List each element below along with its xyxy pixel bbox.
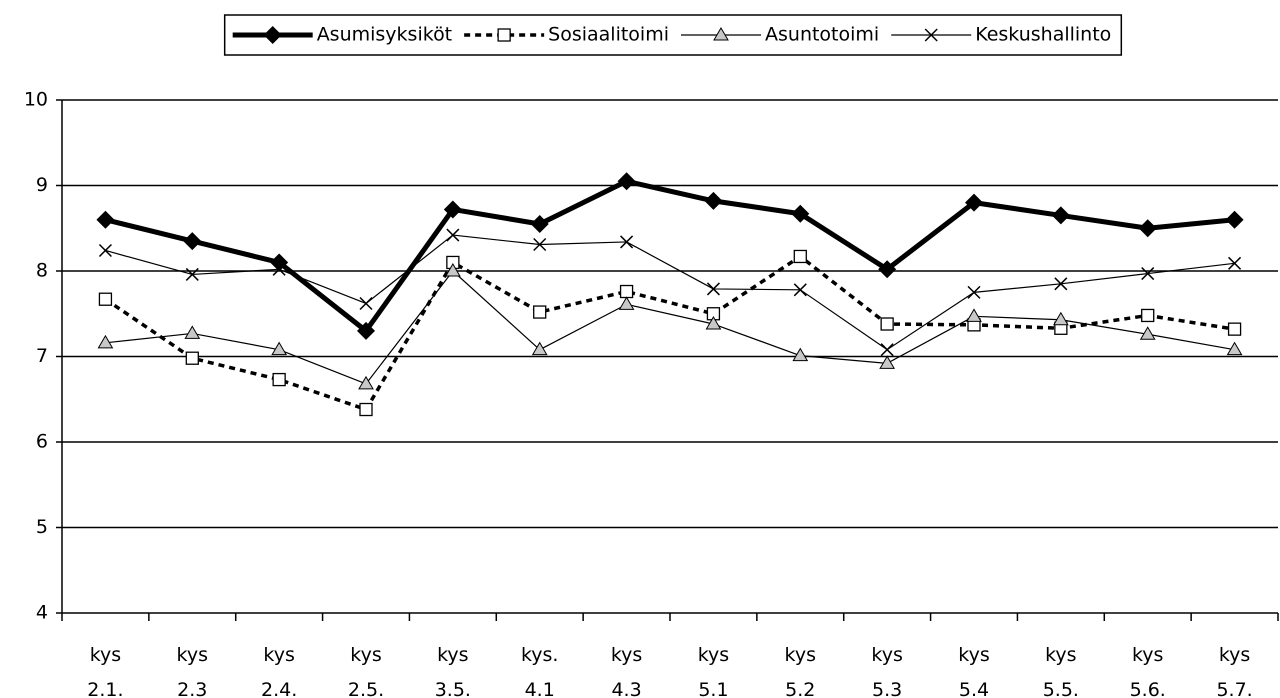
marker <box>446 228 460 242</box>
marker <box>713 27 729 41</box>
marker <box>1228 256 1242 270</box>
x-tick-label: kys 3.5. <box>435 644 471 698</box>
marker <box>98 292 113 306</box>
series-line <box>105 234 1235 351</box>
marker <box>966 308 982 322</box>
marker <box>98 243 112 258</box>
x-tick-label: kys 5.6. <box>1130 644 1166 698</box>
y-tick-label: 5 <box>36 516 48 538</box>
marker <box>619 284 634 299</box>
x-tick-label: kys 5.1 <box>698 644 729 698</box>
marker <box>359 402 373 417</box>
marker <box>791 204 810 223</box>
marker <box>443 200 462 219</box>
marker <box>97 334 114 349</box>
marker <box>1141 308 1155 323</box>
marker <box>924 28 938 42</box>
marker <box>96 210 115 229</box>
legend-label: Asumisyksiköt <box>317 24 452 46</box>
legend-label: Asuntotoimi <box>765 24 879 46</box>
marker <box>793 283 807 297</box>
marker <box>618 296 635 310</box>
legend-label: Sosiaalitoimi <box>548 24 669 46</box>
marker <box>272 262 286 276</box>
marker <box>617 172 636 191</box>
x-tick-label: kys 5.4 <box>958 644 989 698</box>
marker <box>706 282 720 296</box>
marker <box>1227 322 1242 336</box>
marker <box>185 267 199 281</box>
x-tick-label: kys 2.5. <box>348 644 384 698</box>
marker <box>965 193 983 212</box>
marker <box>184 325 201 339</box>
series-line <box>105 270 1235 385</box>
marker <box>1141 267 1155 281</box>
marker <box>792 347 809 362</box>
marker <box>705 316 722 330</box>
x-tick-label: kys 5.3 <box>871 644 902 698</box>
x-tick-label: kys 5.2 <box>785 644 816 698</box>
marker <box>263 26 282 44</box>
marker <box>185 351 199 365</box>
marker <box>1139 326 1156 340</box>
x-tick-label: kys 5.7. <box>1216 644 1252 698</box>
marker <box>1225 210 1244 229</box>
legend-box <box>223 14 1123 56</box>
y-tick-label: 4 <box>36 602 48 624</box>
y-tick-label: 6 <box>36 431 48 453</box>
marker <box>533 237 547 252</box>
marker <box>183 232 202 251</box>
marker <box>357 321 375 340</box>
marker <box>704 191 723 210</box>
marker <box>879 355 896 369</box>
marker <box>444 263 461 277</box>
marker <box>358 375 374 390</box>
marker <box>533 305 547 319</box>
x-tick-label: kys. 4.1 <box>521 644 559 698</box>
y-tick-label: 7 <box>36 345 48 367</box>
y-tick-label: 9 <box>36 174 48 196</box>
y-tick-label: 10 <box>24 89 48 111</box>
marker <box>531 341 548 356</box>
series-line <box>104 254 1235 412</box>
marker <box>793 249 807 264</box>
marker <box>272 372 286 387</box>
marker <box>271 341 288 356</box>
marker <box>620 235 634 249</box>
marker <box>359 296 373 311</box>
marker <box>967 285 981 299</box>
marker <box>1054 277 1068 291</box>
series-line <box>104 178 1235 334</box>
x-tick-label: kys 5.5. <box>1043 644 1079 698</box>
x-tick-label: kys 2.3 <box>177 644 208 698</box>
marker <box>1226 341 1243 356</box>
marker <box>880 317 894 331</box>
y-tick-label: 8 <box>36 260 48 282</box>
marker <box>1138 219 1157 238</box>
marker <box>270 253 289 272</box>
marker <box>1051 206 1070 225</box>
marker <box>497 28 511 42</box>
x-tick-label: kys 2.4. <box>261 644 297 698</box>
marker <box>1052 311 1069 326</box>
legend: Asumisyksiköt Sosiaalitoimi Asuntotoimi Kes… <box>223 14 1123 56</box>
x-tick-label: kys 2.1. <box>87 644 123 698</box>
marker <box>878 260 897 279</box>
marker <box>530 214 549 233</box>
legend-label: Keskushallinto <box>975 24 1111 46</box>
marker <box>880 343 894 357</box>
x-tick-label: kys 4.3 <box>611 644 642 698</box>
